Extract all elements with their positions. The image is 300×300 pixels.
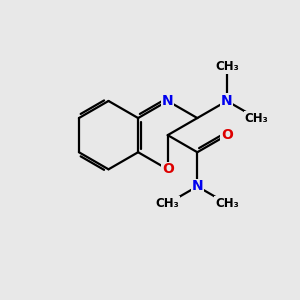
Text: CH₃: CH₃ [215, 197, 239, 210]
Text: N: N [162, 94, 173, 108]
Text: N: N [221, 94, 233, 108]
Text: CH₃: CH₃ [156, 197, 180, 210]
Text: CH₃: CH₃ [215, 60, 239, 73]
Text: N: N [191, 179, 203, 194]
Text: O: O [221, 128, 233, 142]
Text: CH₃: CH₃ [244, 112, 268, 124]
Text: O: O [162, 162, 174, 176]
